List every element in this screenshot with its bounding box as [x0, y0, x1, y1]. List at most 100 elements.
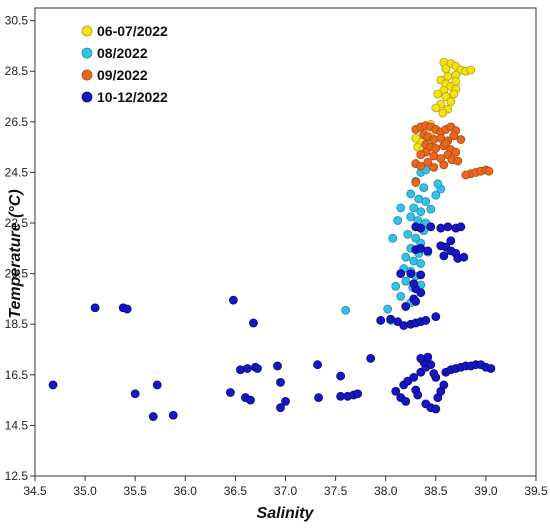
data-point — [225, 388, 235, 397]
x-tick-label: 36.5 — [224, 484, 248, 498]
data-point — [383, 304, 393, 314]
x-tick-label: 38.0 — [374, 484, 398, 498]
data-point — [276, 377, 285, 387]
data-point — [461, 170, 471, 180]
data-point — [453, 156, 463, 166]
data-point — [433, 179, 443, 189]
data-point — [130, 389, 140, 399]
data-point — [449, 89, 459, 99]
data-point — [313, 360, 322, 370]
data-point — [439, 160, 449, 170]
x-tick-label: 39.5 — [524, 484, 548, 498]
x-tick-label: 35.5 — [124, 484, 148, 498]
y-tick-label: 18.5 — [5, 317, 29, 331]
data-point — [486, 364, 496, 373]
data-point — [401, 252, 411, 262]
data-point — [438, 108, 448, 118]
data-point — [443, 222, 453, 232]
data-point — [393, 216, 403, 225]
data-point — [421, 197, 431, 206]
data-point — [416, 161, 426, 171]
data-point — [451, 76, 461, 86]
data-point — [426, 222, 436, 232]
data-point — [416, 150, 426, 160]
data-point — [426, 360, 436, 370]
data-point — [406, 189, 416, 199]
data-point — [281, 396, 290, 406]
legend-marker — [81, 91, 93, 103]
data-point — [401, 302, 411, 311]
data-point — [401, 276, 411, 286]
data-point — [439, 251, 449, 261]
data-point — [459, 252, 469, 262]
y-tick-label: 28.5 — [5, 64, 29, 78]
data-point — [426, 204, 436, 214]
x-tick-label: 36.0 — [174, 484, 198, 498]
data-point — [168, 410, 178, 420]
data-point — [411, 297, 421, 306]
y-tick-label: 24.5 — [5, 165, 29, 179]
data-point — [411, 178, 421, 187]
y-tick-label: 14.5 — [5, 418, 29, 432]
data-point — [431, 190, 441, 200]
legend-marker — [81, 25, 93, 37]
x-axis: 34.5 35.0 35.5 36.0 36.5 37.0 37.5 38.0 38.5 39.0… — [23, 476, 548, 498]
data-point — [243, 364, 252, 373]
data-point — [409, 372, 419, 382]
data-point — [441, 64, 451, 74]
data-point — [451, 147, 461, 157]
data-point — [341, 305, 351, 315]
y-tick-label: 22.5 — [5, 216, 29, 230]
y-tick-label: 20.5 — [5, 267, 29, 281]
data-point — [446, 97, 456, 106]
data-point — [429, 162, 439, 172]
data-point — [253, 364, 262, 373]
x-tick-label: 34.5 — [23, 484, 47, 498]
data-points — [48, 57, 496, 421]
x-tick-label: 37.0 — [274, 484, 298, 498]
data-point — [228, 295, 238, 305]
data-point — [431, 404, 441, 414]
data-point — [314, 393, 323, 402]
data-point — [276, 403, 285, 413]
data-point — [456, 222, 466, 232]
data-point — [396, 269, 406, 279]
data-point — [48, 380, 58, 390]
data-point — [416, 223, 426, 233]
legend: 06-07/2022 08/2022 09/2022 10-12/2022 — [81, 23, 168, 105]
data-point — [423, 246, 433, 256]
data-point — [409, 279, 419, 289]
data-point — [449, 131, 459, 141]
legend-label: 09/2022 — [97, 67, 148, 83]
data-point — [249, 318, 258, 328]
legend-label: 08/2022 — [97, 45, 148, 61]
data-point — [423, 157, 433, 167]
data-point — [90, 303, 100, 313]
data-point — [484, 166, 494, 176]
x-tick-label: 38.5 — [424, 484, 448, 498]
data-point — [273, 361, 282, 371]
data-point — [403, 230, 413, 239]
data-point — [441, 138, 451, 148]
x-tick-label: 35.0 — [73, 484, 97, 498]
data-point — [376, 316, 386, 325]
legend-marker — [81, 69, 93, 81]
data-point — [421, 316, 431, 325]
data-point — [406, 212, 416, 222]
y-axis: 12.5 14.5 16.5 18.5 20.5 22.5 24.5 26.5 28.5 30.5 — [5, 14, 35, 483]
data-point — [429, 369, 439, 378]
data-point — [353, 389, 363, 399]
y-tick-label: 30.5 — [5, 14, 29, 28]
data-point — [391, 386, 401, 396]
data-point — [409, 203, 419, 213]
data-point — [152, 380, 162, 390]
data-point — [431, 143, 441, 153]
data-point — [416, 259, 426, 268]
data-point — [439, 380, 449, 390]
y-tick-label: 12.5 — [5, 469, 29, 483]
data-point — [419, 183, 429, 193]
data-point — [416, 207, 426, 217]
data-point — [431, 312, 441, 322]
data-point — [411, 133, 421, 143]
data-point — [366, 353, 376, 363]
